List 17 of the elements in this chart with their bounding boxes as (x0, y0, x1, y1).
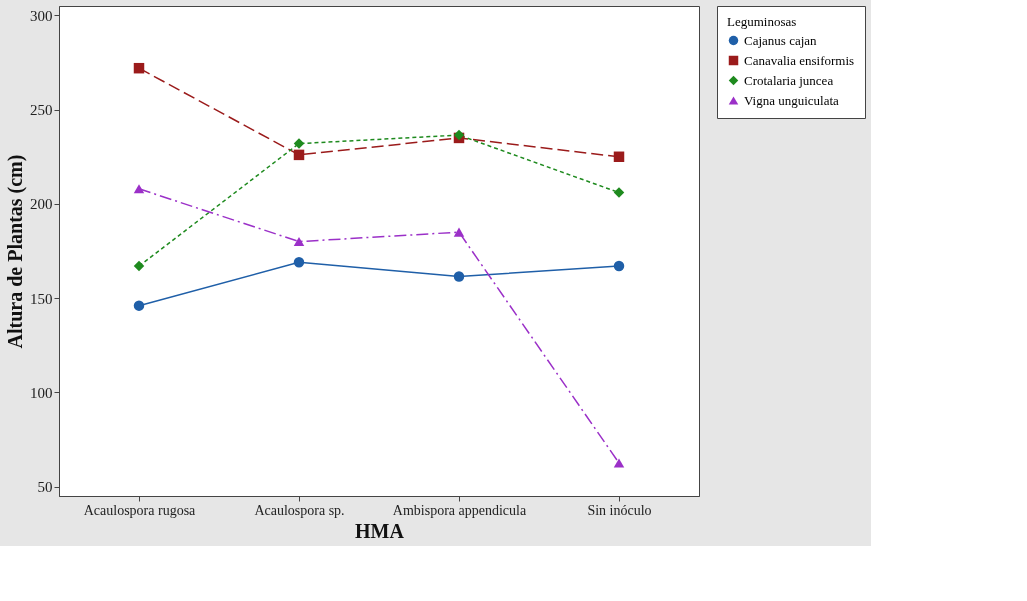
x-tick-label: Sin inóculo (587, 502, 652, 518)
x-tick-label: Acaulospora rugosa (83, 502, 197, 518)
y-tick-label: 200 (30, 196, 53, 213)
x-tick-label: Ambispora appendicula (392, 502, 527, 518)
x-axis-title: HMA (355, 519, 405, 542)
legend-label: Vigna unguiculata (744, 92, 840, 108)
x-tick-label: Acaulospora sp. (254, 502, 345, 518)
legend-label: Canavalia ensiformis (744, 52, 855, 68)
legend-label: Cajanus cajan (744, 32, 818, 48)
y-tick-label: 250 (30, 102, 53, 119)
y-tick-label: 300 (30, 7, 53, 24)
y-tick-label: 100 (30, 384, 53, 401)
y-tick-label: 150 (30, 290, 53, 307)
legend-title: Leguminosas (727, 14, 797, 29)
legend-label: Crotalaria juncea (744, 72, 834, 88)
y-tick-label: 50 (37, 479, 53, 496)
y-axis-title: Altura de Plantas (cm) (4, 154, 27, 349)
